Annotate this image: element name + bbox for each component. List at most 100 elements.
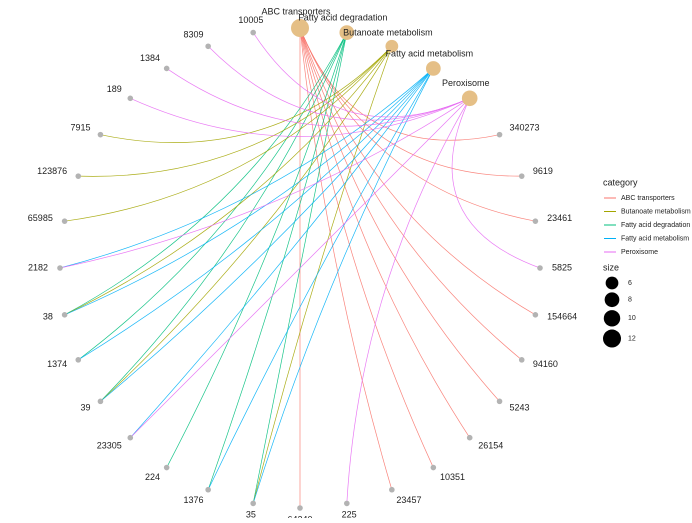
- edge: [299, 27, 522, 177]
- legend-label: Fatty acid metabolism: [621, 235, 689, 242]
- edge: [130, 68, 434, 438]
- gene-label: 340273: [510, 122, 540, 132]
- size-label: 10: [628, 315, 636, 322]
- gene-node: [127, 434, 134, 441]
- edge: [252, 32, 470, 118]
- gene-label: 38: [43, 312, 53, 322]
- edge: [346, 98, 471, 504]
- gene-label: 1376: [184, 495, 204, 505]
- edge: [130, 98, 470, 438]
- category-label: Butanoate metabolism: [343, 27, 433, 37]
- edge: [100, 68, 434, 402]
- edge: [64, 46, 393, 222]
- gene-label: 224: [145, 472, 160, 482]
- gene-node: [344, 500, 350, 507]
- edge: [100, 32, 348, 402]
- gene-node: [97, 131, 104, 138]
- edge: [64, 46, 393, 316]
- edge: [207, 32, 348, 490]
- category-node: [425, 61, 441, 76]
- gene-node: [466, 434, 473, 441]
- legend-label: Peroxisome: [621, 249, 658, 256]
- gene-label: 65985: [28, 213, 53, 223]
- gene-label: 225: [342, 510, 357, 518]
- gene-label: 5825: [552, 262, 572, 272]
- category-label: Fatty acid metabolism: [386, 48, 474, 58]
- edge: [130, 97, 470, 137]
- gene-label: 64240: [287, 514, 312, 518]
- gene-node: [75, 173, 82, 179]
- size-key: [603, 310, 621, 327]
- edge: [64, 68, 434, 316]
- category-node: [290, 18, 310, 38]
- size-key: [605, 276, 619, 290]
- gene-label: 26154: [478, 441, 503, 451]
- edge: [166, 32, 348, 468]
- gene-node: [537, 265, 543, 271]
- gene-node: [57, 265, 63, 271]
- gene-label: 1374: [47, 359, 67, 369]
- legend-title: size: [603, 262, 619, 272]
- gene-label: 9619: [533, 166, 553, 176]
- gene-label: 94160: [533, 359, 558, 369]
- gene-node: [205, 486, 211, 493]
- edge: [100, 46, 393, 143]
- gene-node: [496, 131, 503, 138]
- edge: [78, 32, 348, 361]
- gene-node: [127, 95, 134, 102]
- category-label: Fatty acid degradation: [298, 13, 387, 23]
- legend-label: Butanoate metabolism: [621, 208, 691, 215]
- legend-label: ABC transporters: [621, 195, 675, 202]
- gene-label: 1384: [140, 53, 160, 63]
- size-key: [604, 292, 620, 308]
- gene-label: 23461: [547, 213, 572, 223]
- gene-label: 23305: [97, 441, 122, 451]
- gene-label: 2182: [28, 262, 48, 272]
- edge: [64, 32, 348, 316]
- category-label: Peroxisome: [442, 78, 490, 88]
- gene-node: [297, 505, 303, 511]
- gene-node: [518, 357, 525, 363]
- gene-node: [496, 398, 503, 405]
- gene-node: [518, 173, 525, 179]
- edge: [100, 46, 393, 402]
- gene-label: 10005: [238, 15, 263, 25]
- gene-node: [163, 464, 170, 471]
- gene-node: [97, 398, 104, 405]
- edge: [299, 27, 536, 222]
- gene-label: 35: [246, 510, 256, 518]
- gene-node: [61, 218, 68, 224]
- gene-node: [163, 65, 170, 72]
- gene-label: 189: [107, 84, 122, 94]
- gene-node: [250, 500, 256, 507]
- edge: [252, 68, 434, 504]
- category-node: [461, 90, 478, 107]
- gene-node: [75, 357, 82, 363]
- gene-label: 5243: [510, 402, 530, 412]
- category-node: [339, 25, 355, 40]
- edge: [252, 46, 393, 504]
- edge: [166, 68, 470, 127]
- edge: [207, 68, 434, 490]
- gene-label: 7915: [70, 122, 90, 132]
- edge: [78, 68, 434, 361]
- gene-node: [389, 486, 395, 493]
- gene-label: 39: [80, 402, 90, 412]
- edge: [299, 27, 393, 490]
- edge: [59, 68, 434, 269]
- gene-node: [250, 29, 256, 36]
- edge: [451, 98, 541, 269]
- category-label: ABC transporters: [261, 6, 331, 16]
- gene-label: 123876: [37, 166, 67, 176]
- gene-label: 10351: [440, 472, 465, 482]
- gene-node: [532, 312, 539, 318]
- category-node: [385, 39, 399, 53]
- size-label: 8: [628, 297, 632, 304]
- size-key: [602, 329, 622, 348]
- gene-label: 23457: [396, 495, 421, 505]
- edge: [299, 27, 434, 468]
- size-label: 6: [628, 280, 632, 287]
- legend-title: category: [603, 177, 638, 187]
- edge: [59, 98, 470, 269]
